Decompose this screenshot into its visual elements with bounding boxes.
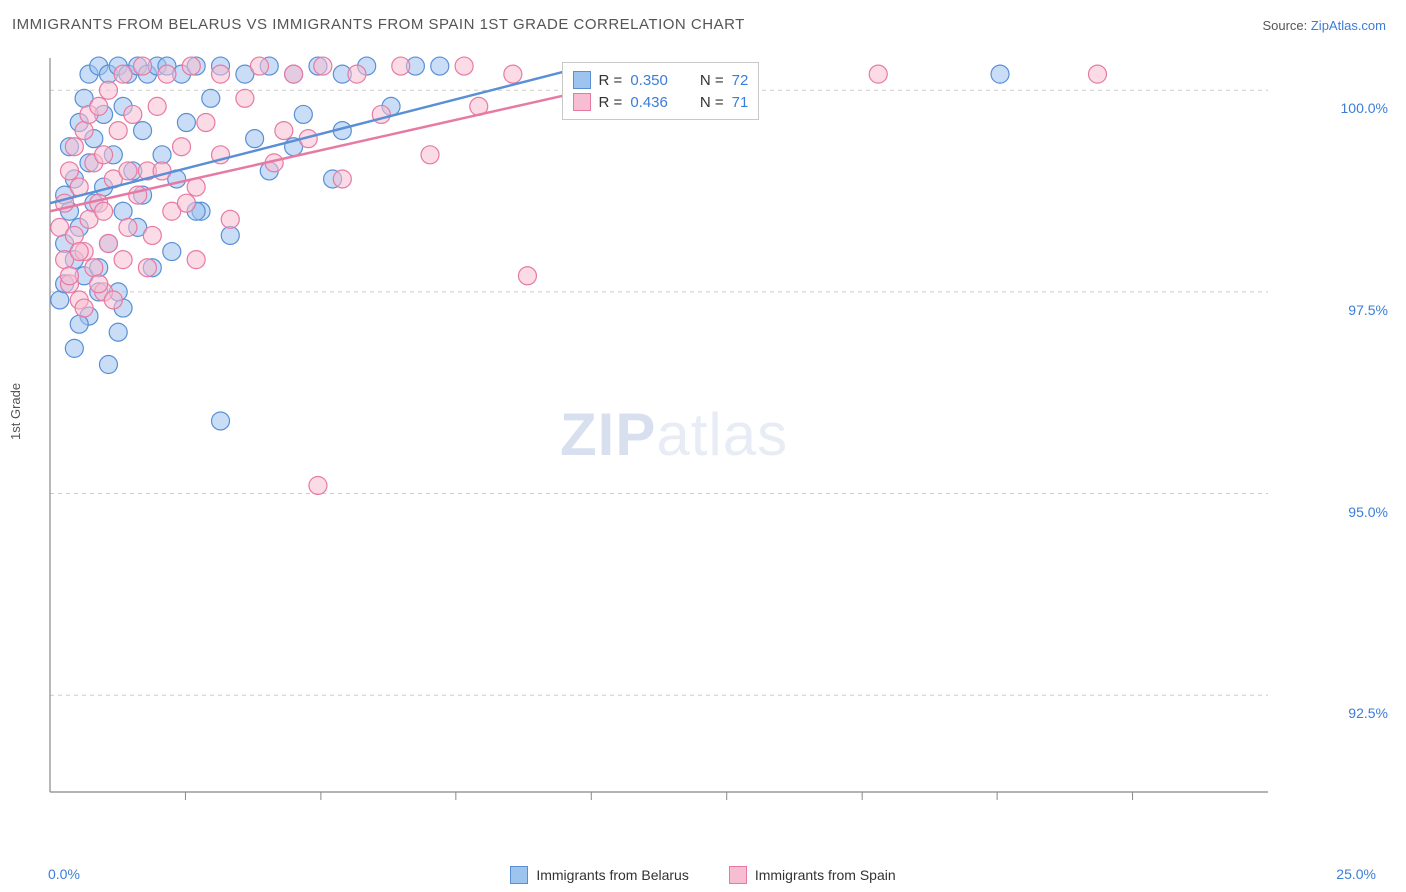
scatter-point: [869, 65, 887, 83]
legend-r-value: 0.436: [630, 94, 668, 111]
scatter-point: [202, 89, 220, 107]
scatter-point: [109, 323, 127, 341]
scatter-point: [90, 97, 108, 115]
legend-row: R = 0.350 N = 72: [573, 69, 749, 91]
scatter-point: [138, 259, 156, 277]
scatter-point: [182, 57, 200, 75]
scatter-point: [991, 65, 1009, 83]
source-attribution: Source: ZipAtlas.com: [1262, 18, 1386, 33]
scatter-chart: [48, 48, 1358, 820]
scatter-point: [75, 122, 93, 140]
legend-item: Immigrants from Belarus: [510, 866, 688, 884]
scatter-point: [275, 122, 293, 140]
legend-swatch: [510, 866, 528, 884]
scatter-point: [85, 259, 103, 277]
scatter-point: [104, 291, 122, 309]
legend-n-label: N =: [700, 72, 724, 89]
legend-swatch: [573, 93, 591, 111]
scatter-point: [95, 202, 113, 220]
x-axis-start-label: 0.0%: [48, 866, 80, 882]
scatter-point: [294, 105, 312, 123]
y-tick-label: 95.0%: [1348, 504, 1388, 520]
scatter-point: [455, 57, 473, 75]
y-axis-label: 1st Grade: [8, 383, 23, 440]
scatter-point: [421, 146, 439, 164]
legend-r-value: 0.350: [630, 72, 668, 89]
chart-title: IMMIGRANTS FROM BELARUS VS IMMIGRANTS FR…: [12, 16, 745, 33]
scatter-point: [348, 65, 366, 83]
scatter-point: [95, 146, 113, 164]
scatter-point: [236, 89, 254, 107]
scatter-point: [134, 57, 152, 75]
scatter-point: [65, 226, 83, 244]
scatter-point: [134, 122, 152, 140]
scatter-point: [1088, 65, 1106, 83]
scatter-point: [99, 81, 117, 99]
legend-swatch: [573, 71, 591, 89]
legend-r-label: R =: [599, 94, 623, 111]
legend-n-value: 72: [732, 72, 749, 89]
scatter-point: [187, 251, 205, 269]
scatter-point: [65, 138, 83, 156]
scatter-point: [212, 412, 230, 430]
scatter-point: [504, 65, 522, 83]
scatter-point: [65, 339, 83, 357]
scatter-point: [197, 114, 215, 132]
scatter-point: [333, 170, 351, 188]
scatter-point: [431, 57, 449, 75]
scatter-point: [173, 138, 191, 156]
series-legend: Immigrants from Belarus Immigrants from S…: [0, 866, 1406, 884]
scatter-point: [392, 57, 410, 75]
y-tick-label: 92.5%: [1348, 705, 1388, 721]
scatter-point: [51, 291, 69, 309]
scatter-point: [114, 202, 132, 220]
scatter-point: [250, 57, 268, 75]
regression-line: [50, 66, 586, 203]
scatter-point: [314, 57, 332, 75]
scatter-point: [221, 226, 239, 244]
scatter-point: [114, 251, 132, 269]
scatter-point: [60, 162, 78, 180]
scatter-point: [119, 162, 137, 180]
scatter-point: [246, 130, 264, 148]
scatter-point: [70, 243, 88, 261]
scatter-point: [285, 65, 303, 83]
plot-area: [48, 48, 1358, 820]
scatter-point: [90, 275, 108, 293]
scatter-point: [109, 122, 127, 140]
legend-n-value: 71: [732, 94, 749, 111]
correlation-legend: R = 0.350 N = 72 R = 0.436 N = 71: [562, 62, 760, 120]
scatter-point: [153, 146, 171, 164]
scatter-point: [309, 476, 327, 494]
scatter-point: [70, 315, 88, 333]
scatter-point: [60, 267, 78, 285]
scatter-point: [177, 114, 195, 132]
scatter-point: [148, 97, 166, 115]
scatter-point: [75, 299, 93, 317]
x-axis-end-label: 25.0%: [1336, 866, 1376, 882]
scatter-point: [518, 267, 536, 285]
legend-label: Immigrants from Spain: [755, 867, 896, 883]
scatter-point: [221, 210, 239, 228]
scatter-point: [119, 218, 137, 236]
source-link[interactable]: ZipAtlas.com: [1311, 18, 1386, 33]
legend-row: R = 0.436 N = 71: [573, 91, 749, 113]
legend-r-label: R =: [599, 72, 623, 89]
y-tick-label: 97.5%: [1348, 302, 1388, 318]
scatter-point: [212, 65, 230, 83]
legend-label: Immigrants from Belarus: [536, 867, 688, 883]
legend-item: Immigrants from Spain: [729, 866, 896, 884]
legend-swatch: [729, 866, 747, 884]
y-tick-label: 100.0%: [1341, 100, 1388, 116]
scatter-point: [99, 235, 117, 253]
scatter-point: [114, 65, 132, 83]
scatter-point: [177, 194, 195, 212]
source-label: Source:: [1262, 18, 1310, 33]
scatter-point: [158, 65, 176, 83]
legend-n-label: N =: [700, 94, 724, 111]
scatter-point: [124, 105, 142, 123]
scatter-point: [143, 226, 161, 244]
scatter-point: [163, 243, 181, 261]
scatter-point: [99, 356, 117, 374]
